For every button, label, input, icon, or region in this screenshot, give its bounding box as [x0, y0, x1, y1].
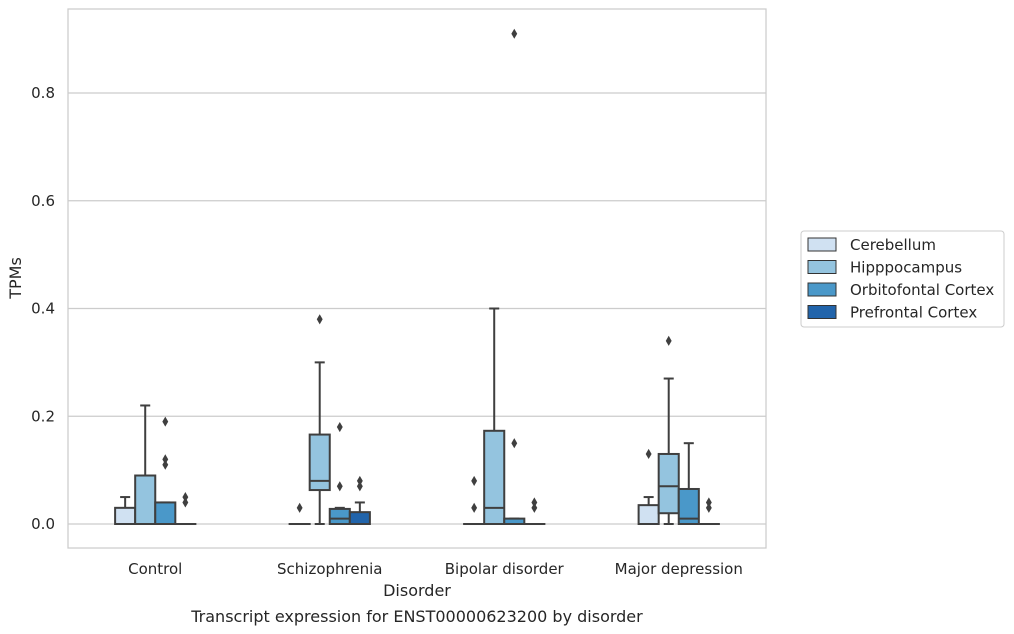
box — [348, 511, 371, 526]
box-group — [174, 492, 197, 526]
legend-item: Prefrontal Cortex — [807, 304, 977, 322]
outlier-point — [316, 314, 323, 325]
legend-swatch — [807, 305, 837, 319]
y-tick-label: 0.2 — [31, 407, 55, 425]
outlier-point — [665, 335, 672, 346]
legend-frame — [800, 230, 1005, 328]
outlier-point — [705, 497, 712, 508]
box-group — [463, 475, 486, 526]
legend-label: Prefrontal Cortex — [850, 304, 977, 322]
outlier-point — [511, 28, 518, 39]
legend-swatch — [807, 260, 837, 274]
box — [154, 501, 177, 526]
outlier-point — [471, 502, 478, 513]
x-axis-label: Disorder — [383, 581, 451, 600]
y-tick-label: 0.0 — [31, 515, 55, 533]
box-group — [677, 442, 700, 526]
box-group — [288, 502, 311, 526]
outlier-point — [705, 502, 712, 513]
box-group — [657, 335, 680, 525]
x-tick-label: Schizophrenia — [277, 560, 382, 578]
box — [328, 507, 351, 526]
box-group — [637, 448, 660, 525]
box — [114, 506, 137, 525]
x-tick-label: Bipolar disorder — [445, 560, 565, 578]
x-tick-label: Major depression — [615, 560, 743, 578]
legend-item: Cerebellum — [807, 236, 936, 254]
plot-area-frame — [67, 8, 767, 549]
outlier-point — [162, 454, 169, 465]
outlier-point — [531, 497, 538, 508]
box-group — [114, 496, 137, 525]
outlier-point — [531, 502, 538, 513]
legend-item: Hipppocampus — [807, 259, 962, 277]
box-group — [134, 404, 157, 526]
box-group — [328, 421, 351, 526]
legend: Cerebellum Hipppocampus Orbitofontal Corte… — [800, 230, 1005, 328]
outlier-point — [296, 502, 303, 513]
chart-caption: Transcript expression for ENST0000062320… — [190, 607, 643, 626]
outlier-point — [336, 481, 343, 492]
outlier-point — [511, 438, 518, 449]
legend-label: Orbitofontal Cortex — [850, 281, 994, 299]
box — [308, 433, 331, 492]
box-group — [348, 475, 371, 526]
y-axis-ticks: 0.0 0.2 0.4 0.6 0.8 — [31, 84, 55, 533]
x-tick-label: Control — [128, 560, 182, 578]
legend-item: Orbitofontal Cortex — [807, 281, 994, 299]
outlier-point — [336, 421, 343, 433]
box — [677, 487, 700, 526]
box-group — [483, 307, 506, 526]
box-group — [503, 28, 526, 525]
outlier-point — [162, 459, 169, 470]
legend-swatch — [807, 237, 837, 252]
box-group — [154, 416, 177, 526]
box — [637, 504, 660, 525]
box-plots — [114, 28, 720, 526]
legend-swatch — [807, 282, 837, 297]
outlier-point — [182, 492, 189, 503]
outlier-point — [162, 416, 169, 427]
box — [134, 474, 157, 526]
box-group — [308, 314, 331, 525]
outlier-point — [471, 475, 478, 486]
y-axis-label: TPMs — [6, 257, 25, 300]
x-axis-ticks: Control Schizophrenia Bipolar disorder Majo… — [128, 560, 743, 578]
legend-label: Hipppocampus — [850, 259, 962, 277]
outlier-point — [356, 481, 363, 492]
legend-label: Cerebellum — [850, 236, 936, 254]
box-group — [697, 497, 720, 526]
box — [483, 429, 506, 526]
y-tick-label: 0.8 — [31, 84, 55, 102]
outlier-point — [645, 448, 652, 460]
y-tick-label: 0.4 — [31, 300, 55, 318]
box — [657, 452, 680, 515]
outlier-point — [182, 497, 189, 508]
y-tick-label: 0.6 — [31, 192, 55, 210]
outlier-point — [356, 475, 363, 486]
box-group — [523, 497, 546, 526]
